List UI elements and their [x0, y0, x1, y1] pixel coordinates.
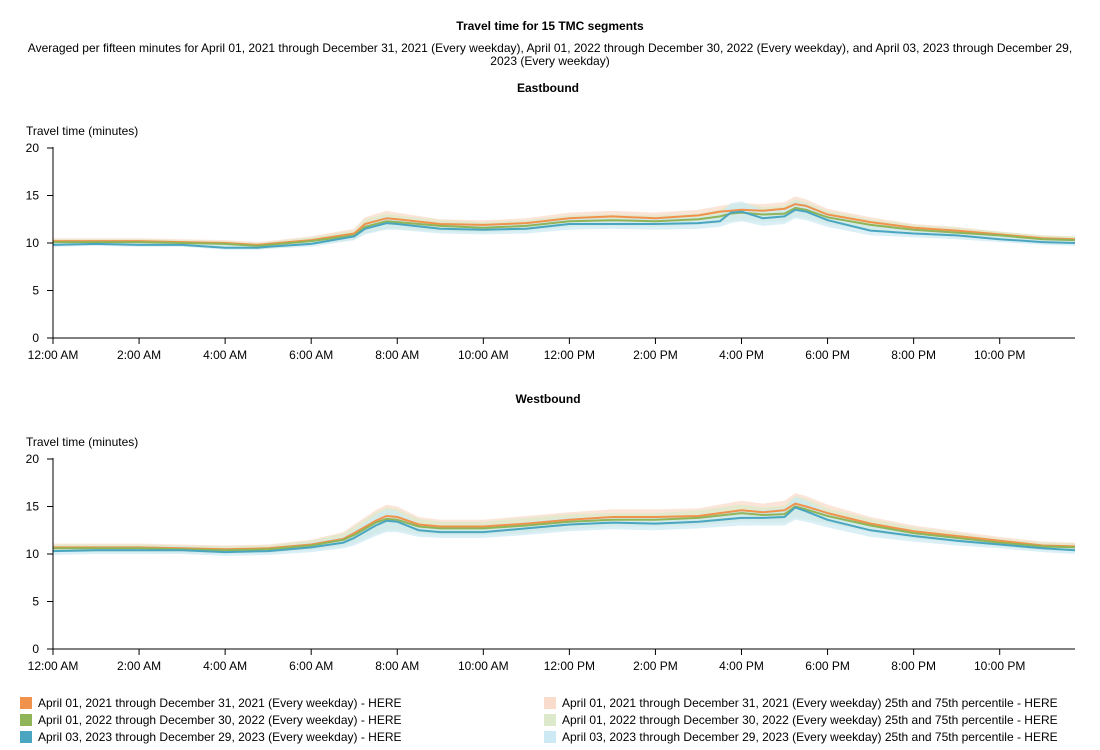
westbound-y-tick-label: 5 — [32, 595, 39, 609]
chart-subtitle: Averaged per fifteen minutes for April 0… — [27, 41, 1073, 68]
eastbound-x-tick-label: 10:00 AM — [458, 348, 509, 362]
legend-item-2023[interactable]: April 03, 2023 through December 29, 2023… — [20, 729, 402, 745]
westbound-y-tick-label: 15 — [26, 500, 40, 514]
westbound-y-tick-label: 20 — [26, 452, 40, 466]
legend-label-2023-percentile: April 03, 2023 through December 29, 2023… — [562, 730, 1058, 744]
eastbound-x-tick-label: 6:00 AM — [289, 348, 333, 362]
eastbound-y-tick-label: 20 — [26, 141, 40, 155]
eastbound-x-tick-label: 12:00 PM — [544, 348, 595, 362]
westbound-x-tick-label: 4:00 PM — [719, 659, 764, 673]
westbound-x-tick-label: 8:00 PM — [891, 659, 936, 673]
eastbound-x-tick-label: 6:00 PM — [805, 348, 850, 362]
eastbound-x-tick-label: 2:00 PM — [633, 348, 678, 362]
eastbound-ylabel: Travel time (minutes) — [26, 124, 138, 138]
eastbound-x-tick-label: 10:00 PM — [974, 348, 1025, 362]
eastbound-x-tick-label: 8:00 PM — [891, 348, 936, 362]
westbound-band-2023 — [53, 497, 1075, 556]
legend-item-2021[interactable]: April 01, 2021 through December 31, 2021… — [20, 695, 402, 711]
legend-swatch-2021-percentile — [544, 697, 556, 709]
eastbound-line-2022 — [53, 206, 1076, 247]
eastbound-x-tick-label: 2:00 AM — [117, 348, 161, 362]
legend-swatch-2023 — [20, 731, 32, 743]
westbound-x-tick-label: 12:00 AM — [28, 659, 79, 673]
legend-item-2023-percentile[interactable]: April 03, 2023 through December 29, 2023… — [544, 729, 1058, 745]
westbound-x-tick-label: 10:00 AM — [458, 659, 509, 673]
legend-swatch-2021 — [20, 697, 32, 709]
westbound-x-tick-label: 8:00 AM — [375, 659, 419, 673]
legend-label-2022: April 01, 2022 through December 30, 2022… — [38, 713, 402, 727]
westbound-line-2023 — [52, 506, 1076, 554]
westbound-y-tick-label: 0 — [32, 642, 39, 656]
eastbound-y-tick-label: 15 — [26, 189, 40, 203]
eastbound-x-tick-label: 8:00 AM — [375, 348, 419, 362]
westbound-ylabel: Travel time (minutes) — [26, 435, 138, 449]
eastbound-x-tick-label: 4:00 AM — [203, 348, 247, 362]
legend-label-2021-percentile: April 01, 2021 through December 31, 2021… — [562, 696, 1058, 710]
legend-label-2023: April 03, 2023 through December 29, 2023… — [38, 730, 402, 744]
westbound-line-2022 — [53, 505, 1076, 552]
eastbound-x-tick-label: 4:00 PM — [719, 348, 764, 362]
legend-label-2021: April 01, 2021 through December 31, 2021… — [38, 696, 402, 710]
legend-swatch-2022-percentile — [544, 714, 556, 726]
eastbound-y-tick-label: 0 — [32, 331, 39, 345]
legend-item-2022-percentile[interactable]: April 01, 2022 through December 30, 2022… — [544, 712, 1058, 728]
legend-swatch-2022 — [20, 714, 32, 726]
eastbound-title: Eastbound — [517, 81, 579, 95]
legend-item-2021-percentile[interactable]: April 01, 2021 through December 31, 2021… — [544, 695, 1058, 711]
westbound-x-tick-label: 12:00 PM — [544, 659, 595, 673]
eastbound-x-tick-label: 12:00 AM — [28, 348, 79, 362]
westbound-x-tick-label: 4:00 AM — [203, 659, 247, 673]
westbound-x-tick-label: 6:00 AM — [289, 659, 333, 673]
eastbound-chart: Eastbound Travel time (minutes) 0 5 10 15 20 12… — [26, 81, 1076, 362]
legend-label-2022-percentile: April 01, 2022 through December 30, 2022… — [562, 713, 1058, 727]
chart-title: Travel time for 15 TMC segments — [456, 19, 644, 33]
westbound-title: Westbound — [515, 392, 580, 406]
westbound-x-tick-label: 6:00 PM — [805, 659, 850, 673]
westbound-x-tick-label: 2:00 AM — [117, 659, 161, 673]
legend-swatch-2023-percentile — [544, 731, 556, 743]
westbound-x-tick-label: 2:00 PM — [633, 659, 678, 673]
westbound-y-tick-label: 10 — [26, 547, 40, 561]
legend-item-2022[interactable]: April 01, 2022 through December 30, 2022… — [20, 712, 402, 728]
westbound-chart: Westbound Travel time (minutes) 0 5 10 15 20 12… — [26, 392, 1076, 673]
westbound-x-tick-label: 10:00 PM — [974, 659, 1025, 673]
eastbound-y-tick-label: 10 — [26, 236, 40, 250]
eastbound-y-tick-label: 5 — [32, 284, 39, 298]
eastbound-line-2023 — [52, 208, 1076, 249]
